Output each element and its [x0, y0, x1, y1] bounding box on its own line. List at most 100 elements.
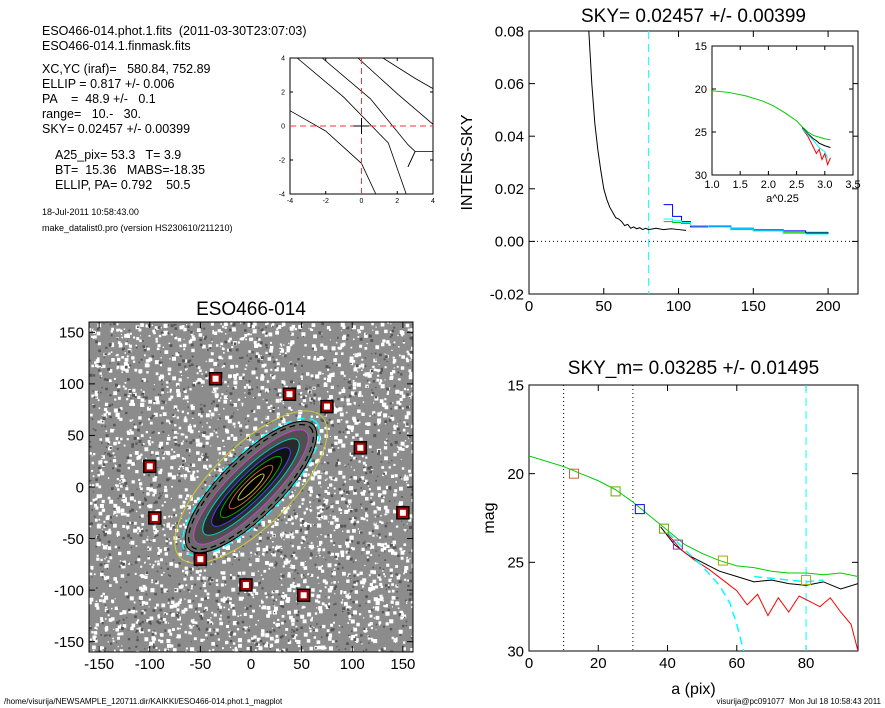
- image-ytick-label: -100: [54, 582, 84, 599]
- header-pa-line: PA = 48.9 +/- 0.1: [42, 92, 156, 106]
- header-date-line: 18-Jul-2011 10:58:43.00: [42, 207, 139, 217]
- inset-ytick-label: 25: [695, 127, 707, 139]
- mag-series-line: [660, 526, 858, 590]
- sky-ytick-label: 0.06: [495, 76, 524, 93]
- inset-xtick-label: 1.5: [733, 179, 748, 191]
- galaxy-dashed-ellipse: [188, 424, 314, 550]
- sky-xtick-label: 100: [666, 298, 691, 315]
- sky-ylabel: INTENS-SKY: [459, 114, 476, 210]
- mag-square-marker: [659, 523, 670, 534]
- contour-line: [321, 58, 416, 167]
- image-ytick-label: 50: [67, 428, 84, 445]
- contour-ytick-label: -4: [279, 191, 285, 198]
- masked-star-core: [151, 514, 158, 521]
- inset-series: [712, 90, 831, 167]
- inset-xtick-label: 1.0: [704, 179, 719, 191]
- contour-xtick-label: 0: [360, 198, 364, 205]
- sky-frame: [528, 30, 859, 295]
- mag-square-marker: [801, 575, 812, 586]
- mag-series-line: [754, 575, 824, 583]
- header-file-line: ESO466-014.phot.1.fits (2011-03-30T23:07…: [42, 24, 307, 38]
- contour-line: [407, 151, 433, 167]
- mag-series-line: [667, 533, 858, 651]
- galaxy: [174, 410, 328, 564]
- inset-series-line: [801, 128, 831, 167]
- mag-series: [529, 455, 858, 651]
- image-background: [89, 322, 413, 652]
- header-center-line: XC,YC (iraf)= 580.84, 752.89: [42, 62, 211, 76]
- header-ellip-line: ELLIP = 0.817 +/- 0.006: [42, 77, 175, 91]
- contour-ytick-label: -2: [279, 157, 285, 164]
- inset-xlabel: a^0.25: [766, 193, 799, 205]
- masked-star-core: [212, 375, 219, 382]
- inset-series-line: [712, 90, 831, 141]
- mag-xtick-label: 80: [798, 655, 815, 672]
- mag-square-marker: [634, 504, 645, 515]
- galaxy-isophote: [237, 473, 265, 501]
- sky-series: [588, 31, 829, 235]
- sky-ytick-label: -0.02: [490, 286, 524, 303]
- image-ytick-label: 0: [76, 479, 84, 496]
- header-ellip-pa-line: ELLIP, PA= 0.792 50.5: [55, 178, 191, 192]
- mag-title: SKY_m= 0.03285 +/- 0.01495: [568, 358, 819, 379]
- image-xtick-label: 0: [247, 656, 255, 673]
- contour-ytick-label: 2: [281, 89, 285, 96]
- image-ytick-label: 150: [59, 325, 84, 342]
- inset-ytick-label: 20: [695, 84, 707, 96]
- header-program-line: make_datalist0.pro (version HS230610/211…: [42, 223, 233, 233]
- mag-xlabel: a (pix): [671, 681, 715, 698]
- sky-xtick-label: 150: [741, 298, 766, 315]
- sky-ytick-label: 0.00: [495, 234, 524, 251]
- masked-star-core: [197, 556, 204, 563]
- inset-series-line: [801, 127, 831, 148]
- header-a25-line: A25_pix= 53.3 T= 3.9: [55, 148, 182, 162]
- contour-line: [290, 110, 377, 194]
- inset-ytick-label: 15: [695, 41, 707, 53]
- sky-xtick-label: 0: [525, 298, 533, 315]
- image-ytick-label: 100: [59, 376, 84, 393]
- inset-xtick-label: 2.5: [789, 179, 804, 191]
- mag-ytick-label: 20: [507, 466, 524, 483]
- contour-ytick-label: 4: [281, 55, 285, 62]
- image-xtick-label: 100: [340, 656, 365, 673]
- header-mask-line: ESO466-014.1.finmask.fits: [42, 39, 191, 53]
- contour-xtick-label: -4: [287, 198, 293, 205]
- sky-ytick-label: 0.02: [495, 181, 524, 198]
- inset-series-line: [801, 128, 829, 159]
- image-xtick-label: -100: [135, 656, 165, 673]
- contour-lines: [290, 58, 433, 194]
- mag-ytick-label: 25: [507, 555, 524, 572]
- image-xtick-label: 150: [390, 656, 415, 673]
- inset-xtick-label: 2.0: [761, 179, 776, 191]
- mag-series-line: [529, 455, 858, 578]
- masked-star-core: [146, 463, 153, 470]
- masked-star-core: [286, 391, 293, 398]
- mag-series-line: [666, 531, 745, 651]
- header-range-line: range= 10.- 30.: [42, 107, 142, 121]
- inset-xtick-label: 3.5: [845, 179, 860, 191]
- contour-xtick-label: -2: [323, 198, 329, 205]
- contour-ytick-label: 0: [281, 123, 285, 130]
- contour-line: [382, 58, 433, 89]
- mag-ytick-label: 15: [507, 377, 524, 394]
- sky-series-line: [588, 31, 687, 231]
- masked-star-core: [357, 444, 364, 451]
- masked-star-core: [323, 403, 330, 410]
- masked-star-core: [242, 581, 249, 588]
- contour-line: [296, 58, 407, 194]
- sky-series-line: [663, 204, 829, 234]
- mag-square-marker: [569, 468, 580, 479]
- sky-title: SKY= 0.02457 +/- 0.00399: [581, 6, 806, 27]
- inset-xtick-label: 3.0: [817, 179, 832, 191]
- mag-square-marker: [717, 555, 728, 566]
- sky-ytick-label: 0.04: [495, 128, 524, 145]
- galaxy-isophote: [174, 410, 328, 564]
- mag-ylabel: mag: [481, 502, 498, 533]
- header-bt-line: BT= 15.36 MABS=-18.35: [55, 163, 206, 177]
- sky-xtick-label: 200: [816, 298, 841, 315]
- contour-xtick-label: 4: [431, 198, 435, 205]
- mag-xtick-label: 0: [525, 655, 533, 672]
- footer-user-stamp: visurija@pc091077 Mon Jul 18 10:58:43 20…: [716, 697, 881, 706]
